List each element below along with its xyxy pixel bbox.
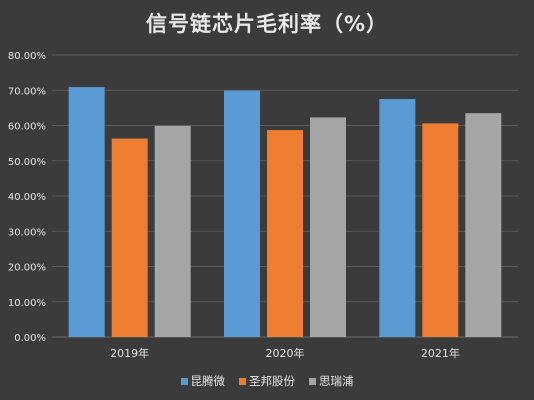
y-axis-ticks: 0.00% 10.00% 20.00% 30.00% 40.00% 50.00% 60.00… (8, 51, 46, 344)
chart-title: 信号链芯片毛利率（%） (145, 12, 389, 36)
chart-legend: 昆腾微 圣邦股份 思瑞浦 (0, 373, 534, 389)
bar-思瑞浦-2019年 (154, 125, 191, 337)
y-tick-label: 30.00% (8, 227, 46, 238)
legend-label: 思瑞浦 (319, 374, 354, 388)
bar-思瑞浦-2021年 (465, 113, 502, 337)
y-tick-label: 10.00% (8, 298, 46, 309)
legend-swatch (180, 377, 188, 385)
bar-思瑞浦-2020年 (310, 117, 346, 337)
y-tick-label: 0.00% (14, 333, 46, 344)
x-tick-label: 2019年 (110, 346, 149, 360)
legend-item: 思瑞浦 (309, 373, 354, 389)
y-tick-label: 50.00% (8, 157, 46, 168)
y-tick-label: 80.00% (8, 51, 46, 62)
legend-swatch (309, 377, 316, 385)
bar-昆腾微-2019年 (68, 87, 105, 337)
y-tick-label: 40.00% (8, 192, 46, 203)
bars (68, 87, 502, 337)
y-tick-label: 60.00% (8, 122, 46, 133)
y-tick-label: 20.00% (8, 263, 46, 274)
x-tick-label: 2020年 (266, 346, 305, 360)
bar-昆腾微-2020年 (224, 90, 260, 337)
y-tick-label: 70.00% (8, 86, 46, 97)
legend-label: 昆腾微 (190, 374, 226, 388)
legend-item: 昆腾微 (180, 373, 226, 389)
x-axis-ticks: 2019年 2020年 2021年 (110, 346, 460, 360)
legend-label: 圣邦股份 (249, 374, 295, 388)
bar-昆腾微-2021年 (379, 99, 416, 337)
legend-swatch (239, 377, 246, 385)
bar-圣邦股份-2021年 (422, 123, 459, 337)
bar-圣邦股份-2020年 (267, 130, 303, 337)
bar-圣邦股份-2019年 (111, 138, 148, 337)
x-tick-label: 2021年 (421, 346, 460, 360)
legend-item: 圣邦股份 (239, 373, 295, 389)
